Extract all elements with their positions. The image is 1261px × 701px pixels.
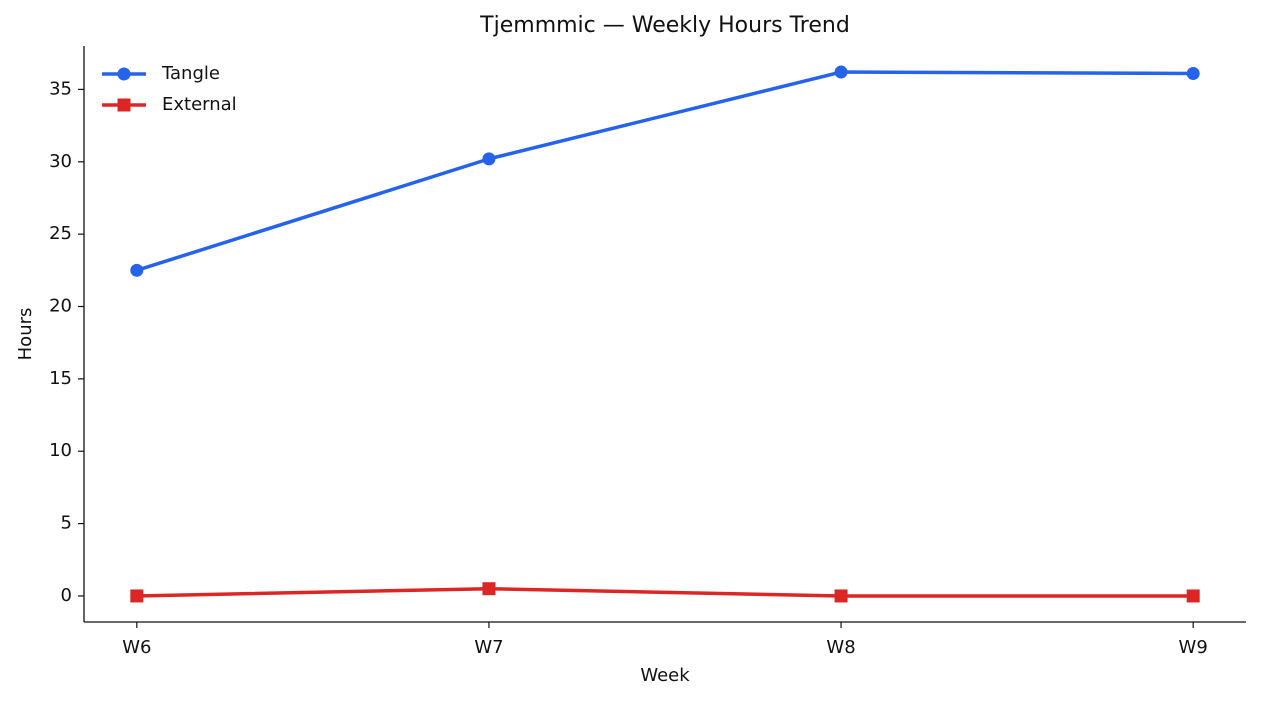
x-axis-label: Week — [640, 665, 690, 686]
y-tick-label: 25 — [49, 223, 72, 244]
data-point — [834, 65, 848, 79]
y-tick-label: 15 — [49, 368, 72, 389]
x-tick-label: W8 — [826, 637, 855, 658]
y-tick-label: 5 — [61, 513, 72, 534]
data-point — [130, 589, 144, 603]
x-tick-label: W6 — [122, 637, 151, 658]
chart-title: Tjemmmic — Weekly Hours Trend — [479, 13, 850, 38]
y-tick-label: 30 — [49, 151, 72, 172]
legend-marker — [117, 98, 131, 112]
series-line — [136, 70, 1194, 272]
data-point — [1186, 66, 1200, 80]
series-line — [136, 586, 1194, 598]
y-tick-label: 0 — [61, 585, 72, 606]
data-point — [482, 582, 496, 596]
x-tick-label: W9 — [1179, 637, 1208, 658]
data-point — [130, 263, 144, 277]
y-axis-label: Hours — [15, 308, 36, 361]
data-point — [482, 152, 496, 166]
data-point — [834, 589, 848, 603]
y-tick-label: 10 — [49, 440, 72, 461]
legend-marker — [117, 67, 131, 81]
x-tick-label: W7 — [474, 637, 503, 658]
legend-label: External — [162, 94, 237, 115]
y-tick-label: 20 — [49, 296, 72, 317]
data-point — [1186, 589, 1200, 603]
y-tick-label: 35 — [49, 78, 72, 99]
legend-label: Tangle — [161, 63, 220, 84]
